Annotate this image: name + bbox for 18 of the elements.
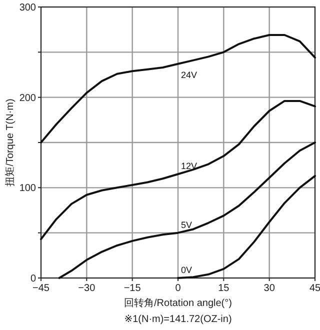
x-tick-label: 0 (175, 283, 182, 294)
x-tick-label: 45 (309, 283, 320, 294)
x-tick-label: 15 (218, 283, 230, 294)
y-tick-label: 300 (19, 2, 36, 14)
x-axis-title: 回转角/Rotation angle(°) (124, 297, 232, 309)
y-tick-label: 0 (30, 274, 36, 284)
text: ※1(N·m)=141.72(OZ-in) (124, 314, 232, 325)
y-tick-label: 200 (19, 92, 36, 104)
x-tick-label: −15 (124, 283, 142, 294)
y-tick-label: 100 (19, 183, 36, 194)
x-tick-label: −30 (78, 283, 96, 294)
x-tick-label: −45 (32, 283, 50, 294)
series-label: 0V (181, 265, 192, 275)
series-label: 24V (181, 70, 198, 80)
series-label: 12V (181, 161, 198, 172)
series-label: 5V (181, 220, 192, 230)
x-tick-label: 30 (264, 283, 276, 294)
y-axis-title: 扭矩/Torque T(N·m) (4, 98, 16, 186)
